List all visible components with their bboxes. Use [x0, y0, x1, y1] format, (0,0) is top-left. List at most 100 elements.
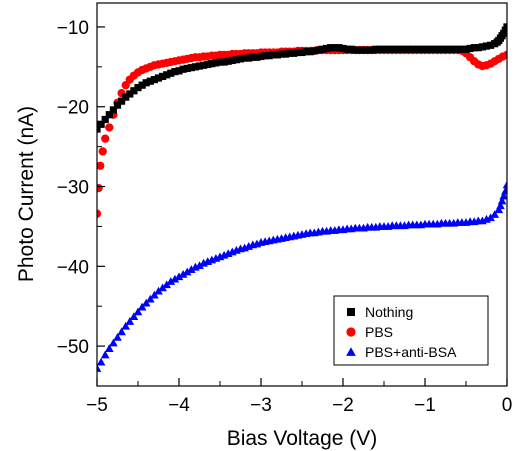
data-point-pbs-anti-bsa: [195, 261, 204, 269]
data-point-nothing: [122, 93, 130, 101]
legend: Nothing PBS PBS+anti-BSA: [333, 295, 489, 366]
data-point-pbs: [97, 209, 102, 218]
data-point-nothing: [376, 45, 384, 53]
data-point-nothing: [253, 53, 261, 61]
data-point-nothing: [97, 120, 105, 128]
series-pbs: [97, 45, 507, 218]
data-point-nothing: [405, 45, 413, 53]
data-point-nothing: [204, 60, 212, 69]
data-point-nothing: [351, 46, 359, 54]
data-point-pbs-anti-bsa: [166, 277, 176, 285]
data-point-nothing: [175, 67, 183, 75]
data-point-pbs-anti-bsa: [97, 357, 106, 366]
data-point-nothing: [384, 45, 392, 53]
x-tick-label: −1: [414, 395, 436, 416]
data-point-pbs-anti-bsa: [486, 213, 495, 222]
legend-marker-pbs-anti-bsa: [346, 347, 356, 356]
x-tick-label: −5: [86, 395, 108, 416]
data-point-nothing: [105, 111, 113, 119]
data-point-nothing: [298, 48, 306, 57]
data-point-nothing: [109, 106, 117, 114]
data-series-layer: [97, 23, 507, 372]
legend-marker-nothing: [347, 308, 355, 316]
data-point-nothing: [458, 45, 466, 53]
data-point-nothing: [343, 45, 351, 53]
x-tick-label: 0: [502, 395, 513, 416]
data-point-pbs: [101, 134, 110, 143]
data-point-pbs-anti-bsa: [150, 290, 159, 299]
data-point-nothing: [474, 44, 482, 52]
data-point-nothing: [183, 64, 191, 73]
data-point-pbs: [502, 50, 507, 60]
data-point-nothing: [101, 115, 109, 124]
data-point-nothing: [339, 44, 347, 53]
data-point-pbs: [105, 123, 114, 132]
data-point-nothing: [257, 52, 265, 61]
series-pbs-anti-bsa: [97, 180, 507, 372]
data-point-nothing: [466, 44, 474, 53]
axis-ticks-layer: −5 −4 −3 −2 −1 0−10−20−30−40−50: [57, 18, 513, 416]
data-point-nothing: [118, 97, 126, 105]
data-point-nothing: [335, 44, 343, 52]
series-nothing: [97, 23, 507, 133]
data-point-nothing: [286, 49, 294, 57]
data-point-pbs-anti-bsa: [113, 333, 122, 341]
data-point-nothing: [265, 52, 273, 60]
data-point-nothing: [503, 23, 507, 31]
data-point-nothing: [245, 54, 253, 62]
data-point-pbs-anti-bsa: [497, 196, 507, 205]
data-point-nothing: [372, 45, 380, 53]
data-point-nothing: [482, 42, 491, 50]
data-point-nothing: [290, 49, 298, 57]
data-point-nothing: [208, 60, 216, 68]
data-point-nothing: [282, 50, 290, 58]
data-point-nothing: [224, 57, 232, 65]
data-point-nothing: [195, 62, 204, 70]
data-point-nothing: [323, 44, 331, 53]
data-point-nothing: [97, 125, 101, 133]
data-point-nothing: [359, 46, 368, 54]
data-point-nothing: [200, 61, 208, 69]
y-tick-label: −10: [57, 18, 89, 39]
data-point-nothing: [306, 48, 314, 56]
data-point-nothing: [179, 65, 187, 73]
data-point-pbs-anti-bsa: [145, 294, 155, 303]
data-point-nothing: [150, 76, 158, 84]
y-tick-label: −20: [57, 98, 89, 119]
data-point-nothing: [154, 74, 163, 82]
data-point-pbs-anti-bsa: [141, 298, 151, 307]
data-point-pbs-anti-bsa: [133, 307, 143, 316]
legend-box: [333, 295, 489, 366]
data-point-pbs-anti-bsa: [174, 272, 184, 281]
data-point-pbs-anti-bsa: [129, 312, 139, 321]
data-point-nothing: [446, 45, 454, 53]
data-point-nothing: [273, 51, 281, 59]
data-point-nothing: [294, 48, 302, 57]
data-point-nothing: [421, 45, 429, 53]
data-point-nothing: [331, 44, 339, 52]
data-point-nothing: [146, 77, 154, 85]
x-tick-label: −2: [332, 395, 354, 416]
data-point-nothing: [159, 72, 167, 81]
legend-marker-pbs: [346, 327, 356, 337]
data-point-nothing: [400, 45, 409, 53]
data-point-pbs-anti-bsa: [178, 269, 188, 278]
data-point-nothing: [232, 56, 240, 64]
data-point-nothing: [220, 58, 228, 66]
data-point-nothing: [347, 45, 355, 53]
data-point-nothing: [171, 68, 179, 76]
data-point-nothing: [392, 45, 400, 53]
data-point-pbs-anti-bsa: [186, 265, 196, 273]
data-point-pbs-anti-bsa: [121, 321, 131, 330]
data-point-nothing: [413, 45, 421, 53]
data-point-pbs-anti-bsa: [158, 283, 167, 292]
data-point-nothing: [113, 101, 122, 109]
data-point-nothing: [212, 59, 220, 67]
data-point-nothing: [478, 43, 486, 51]
x-tick-label: −3: [250, 395, 272, 416]
data-point-pbs-anti-bsa: [182, 267, 192, 276]
data-point-pbs-anti-bsa: [502, 180, 507, 189]
data-point-nothing: [355, 46, 363, 54]
data-point-nothing: [425, 45, 433, 53]
